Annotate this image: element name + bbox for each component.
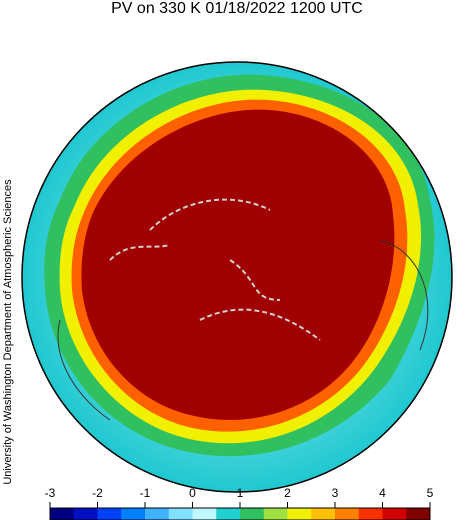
colorbar-segment: [50, 508, 75, 520]
map: [22, 62, 452, 492]
colorbar-segment: [311, 508, 336, 520]
coastline: [109, 198, 321, 341]
colorbar-segment: [287, 508, 312, 520]
colorbar-segment: [263, 508, 288, 520]
colorbar-segment: [168, 508, 193, 520]
colorbar-segment: [216, 508, 241, 520]
colorbar-segment: [73, 508, 98, 520]
colorbar-segment: [97, 508, 122, 520]
colorbar-tick-label: -2: [92, 486, 103, 500]
credit: University of Washington Department of A…: [2, 179, 14, 485]
colorbar-segment: [358, 508, 383, 520]
colorbar-segment: [382, 508, 407, 520]
colorbar-segment: [406, 508, 431, 520]
colorbar-segment: [121, 508, 146, 520]
colorbar-segment: [335, 508, 360, 520]
colorbar-segment: [240, 508, 265, 520]
colorbar-segment: [145, 508, 170, 520]
colorbar-tick-label: 5: [427, 486, 434, 500]
colorbar-tick-label: 1: [237, 486, 244, 500]
colorbar-tick-label: 3: [332, 486, 339, 500]
colorbar-tick-label: 0: [189, 486, 196, 500]
colorbar-tick-label: -1: [140, 486, 151, 500]
colorbar-tick-label: 2: [284, 486, 291, 500]
title: PV on 330 K 01/18/2022 1200 UTC: [111, 0, 363, 17]
map-border: [21, 61, 453, 493]
colorbar-tick-label: 4: [379, 486, 386, 500]
colorbar: -3 -2 -1 0 1 2 3 4 5: [45, 486, 434, 520]
colorbar-segment: [192, 508, 217, 520]
contour: [57, 239, 429, 421]
colorbar-tick-label: -3: [45, 486, 56, 500]
